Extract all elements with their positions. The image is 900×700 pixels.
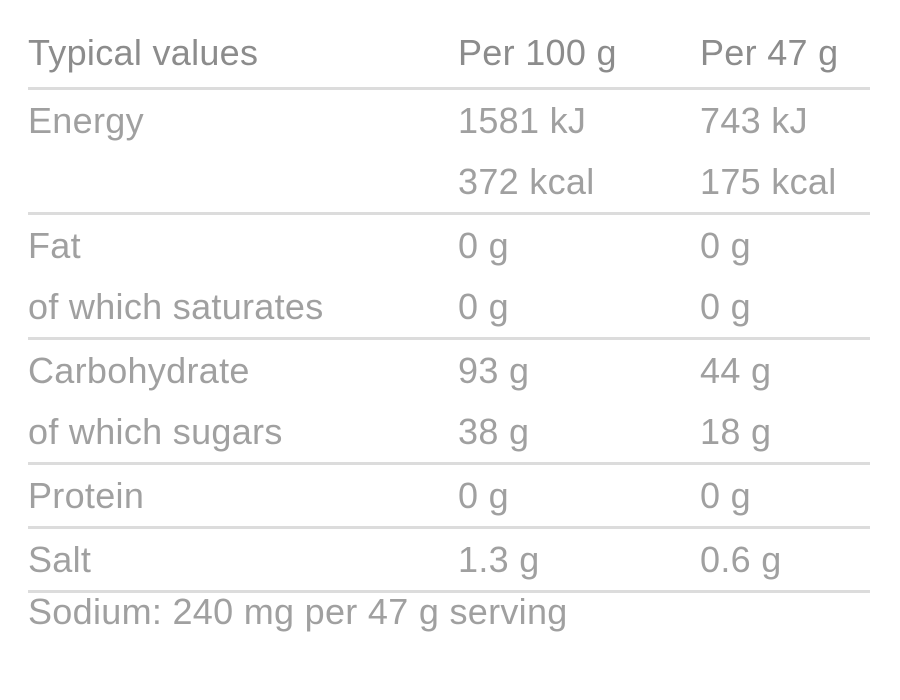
per-100g-value: 0 g — [458, 474, 509, 516]
nutrient-label: Energy — [28, 99, 144, 141]
per-100g-value: 93 g — [458, 349, 530, 391]
per-100g-value: 0 g — [458, 224, 509, 266]
table-row: Carbohydrate 93 g 44 g — [28, 340, 870, 401]
per-serving-value: 743 kJ — [700, 99, 808, 141]
nutrient-label: of which sugars — [28, 410, 283, 452]
nutrient-label: Fat — [28, 224, 81, 266]
table-row: Salt 1.3 g 0.6 g — [28, 529, 870, 590]
table-row: Fat 0 g 0 g — [28, 215, 870, 276]
nutrition-table: Typical values Per 100 g Per 47 g Energy… — [28, 18, 870, 593]
header-typical-values: Typical values — [28, 31, 259, 73]
table-row: Energy 1581 kJ 743 kJ — [28, 90, 870, 151]
per-serving-value: 0 g — [700, 285, 751, 327]
nutrient-label: Protein — [28, 474, 145, 516]
per-serving-value: 44 g — [700, 349, 772, 391]
table-row-group: Salt 1.3 g 0.6 g — [28, 529, 870, 593]
table-row: 372 kcal 175 kcal — [28, 151, 870, 212]
table-row: of which saturates 0 g 0 g — [28, 276, 870, 337]
per-serving-value: 18 g — [700, 410, 772, 452]
table-row-group: Protein 0 g 0 g — [28, 465, 870, 529]
per-100g-value: 372 kcal — [458, 160, 595, 202]
per-serving-value: 0 g — [700, 224, 751, 266]
sodium-note: Sodium: 240 mg per 47 g serving — [28, 591, 568, 632]
table-row-group: Energy 1581 kJ 743 kJ 372 kcal 175 kcal — [28, 90, 870, 215]
per-serving-value: 0.6 g — [700, 538, 782, 580]
per-serving-value: 0 g — [700, 474, 751, 516]
per-100g-value: 38 g — [458, 410, 530, 452]
table-header-row: Typical values Per 100 g Per 47 g — [28, 18, 870, 90]
nutrient-label: Carbohydrate — [28, 349, 250, 391]
table-row-group: Carbohydrate 93 g 44 g of which sugars 38 g 1… — [28, 340, 870, 465]
table-row: of which sugars 38 g 18 g — [28, 401, 870, 462]
header-per-100g: Per 100 g — [458, 31, 617, 73]
per-100g-value: 1581 kJ — [458, 99, 587, 141]
table-row-group: Fat 0 g 0 g of which saturates 0 g 0 g — [28, 215, 870, 340]
per-100g-value: 1.3 g — [458, 538, 540, 580]
header-per-serving: Per 47 g — [700, 31, 839, 73]
nutrient-label: of which saturates — [28, 285, 324, 327]
per-serving-value: 175 kcal — [700, 160, 837, 202]
table-row: Protein 0 g 0 g — [28, 465, 870, 526]
nutrient-label: Salt — [28, 538, 92, 580]
per-100g-value: 0 g — [458, 285, 509, 327]
